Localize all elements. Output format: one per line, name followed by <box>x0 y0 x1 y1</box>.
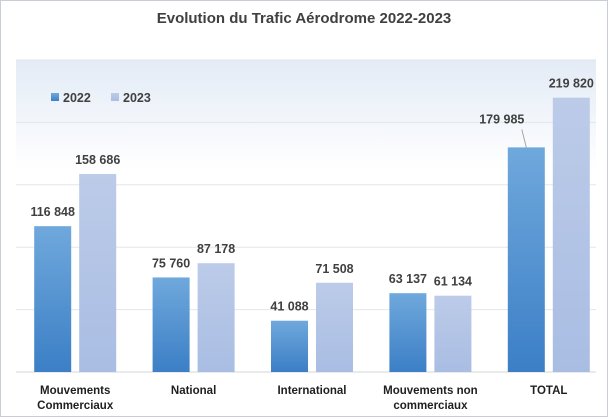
bar-2023-0 <box>79 173 117 372</box>
bar-2023-4 <box>552 97 590 372</box>
legend-label: 2023 <box>123 91 151 105</box>
data-label: 41 088 <box>270 300 308 314</box>
chart-title: Evolution du Trafic Aérodrome 2022-2023 <box>156 10 452 27</box>
data-label: 158 686 <box>75 153 120 167</box>
bar-2022-4 <box>507 147 545 372</box>
data-label: 179 985 <box>479 112 524 126</box>
legend-swatch-2022 <box>51 93 59 101</box>
data-label: 63 137 <box>389 272 427 286</box>
bar-2022-1 <box>152 277 190 372</box>
bar-2023-2 <box>316 282 353 372</box>
category-label: commerciaux <box>393 400 468 412</box>
data-label: 87 178 <box>197 242 235 256</box>
bar-2022-2 <box>271 320 308 372</box>
category-label: Commerciaux <box>37 400 114 412</box>
data-label: 116 848 <box>30 205 75 219</box>
bar-2023-3 <box>434 295 472 372</box>
bar-2022-3 <box>389 293 427 372</box>
bar-2023-1 <box>197 263 235 372</box>
data-label: 219 820 <box>549 77 594 91</box>
bar-2022-0 <box>34 226 72 372</box>
legend-swatch-2023 <box>111 93 119 101</box>
category-label: International <box>277 385 346 397</box>
data-label: 71 508 <box>315 262 353 276</box>
data-label: 61 134 <box>434 275 472 289</box>
category-label: TOTAL <box>530 385 567 397</box>
category-label: National <box>171 385 216 397</box>
data-label-leader <box>521 129 527 148</box>
category-label: Mouvements non <box>383 385 478 397</box>
data-label: 75 760 <box>152 256 190 270</box>
legend-label: 2022 <box>63 91 91 105</box>
category-label: Mouvements <box>40 385 110 397</box>
